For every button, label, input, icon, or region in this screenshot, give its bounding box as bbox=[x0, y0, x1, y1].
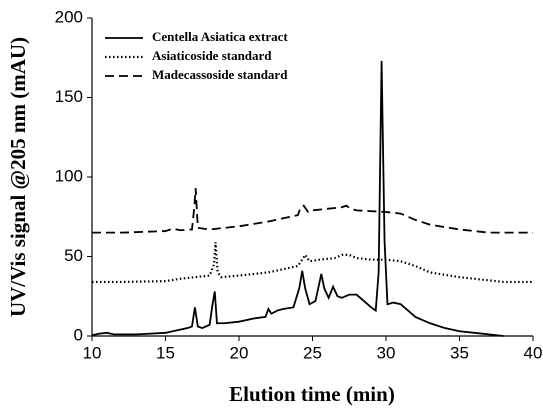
x-tick-label: 35 bbox=[450, 343, 469, 362]
x-tick-label: 10 bbox=[83, 343, 102, 362]
line-series bbox=[92, 188, 533, 234]
line-series bbox=[91, 60, 504, 337]
y-tick-label: 50 bbox=[64, 246, 83, 265]
legend-label: Madecassoside standard bbox=[152, 67, 288, 82]
x-tick-label: 20 bbox=[230, 343, 249, 362]
y-tick-label: 100 bbox=[55, 166, 83, 185]
y-tick-label: 0 bbox=[74, 325, 83, 344]
y-axis-label: UV/Vis signal @205 nm (mAU) bbox=[6, 37, 30, 317]
y-tick-label: 150 bbox=[55, 87, 83, 106]
legend-label: Asiaticoside standard bbox=[152, 48, 272, 63]
x-tick-label: 40 bbox=[524, 343, 543, 362]
y-tick-label: 200 bbox=[55, 7, 83, 26]
x-tick-label: 30 bbox=[377, 343, 396, 362]
legend-label: Centella Asiatica extract bbox=[152, 29, 288, 44]
x-tick-label: 25 bbox=[303, 343, 322, 362]
line-series bbox=[92, 242, 533, 284]
x-tick-label: 15 bbox=[156, 343, 175, 362]
x-axis-label: Elution time (min) bbox=[229, 382, 395, 406]
